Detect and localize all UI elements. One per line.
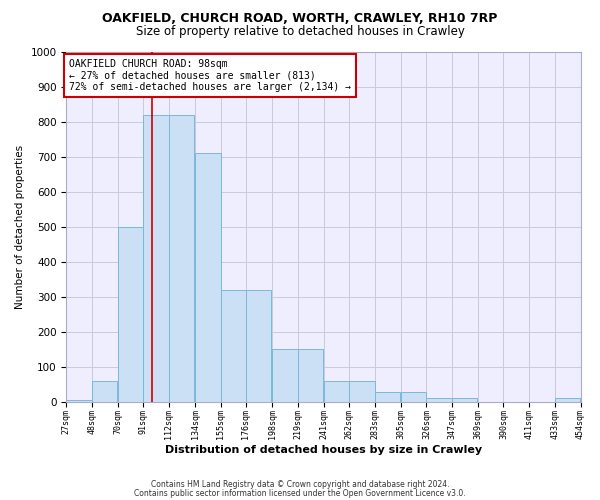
Bar bbox=[324, 381, 349, 402]
Bar bbox=[401, 392, 427, 402]
Bar bbox=[272, 350, 298, 402]
Text: Contains public sector information licensed under the Open Government Licence v3: Contains public sector information licen… bbox=[134, 488, 466, 498]
Bar bbox=[298, 350, 323, 402]
Text: OAKFIELD, CHURCH ROAD, WORTH, CRAWLEY, RH10 7RP: OAKFIELD, CHURCH ROAD, WORTH, CRAWLEY, R… bbox=[103, 12, 497, 26]
Bar bbox=[67, 400, 92, 402]
Bar bbox=[349, 381, 374, 402]
Bar bbox=[452, 398, 477, 402]
Bar bbox=[221, 290, 246, 402]
Text: Size of property relative to detached houses in Crawley: Size of property relative to detached ho… bbox=[136, 25, 464, 38]
Bar bbox=[195, 153, 221, 402]
Bar bbox=[246, 290, 271, 402]
Text: Contains HM Land Registry data © Crown copyright and database right 2024.: Contains HM Land Registry data © Crown c… bbox=[151, 480, 449, 489]
Bar bbox=[118, 226, 143, 402]
Bar bbox=[92, 381, 117, 402]
Bar bbox=[555, 398, 580, 402]
Text: OAKFIELD CHURCH ROAD: 98sqm
← 27% of detached houses are smaller (813)
72% of se: OAKFIELD CHURCH ROAD: 98sqm ← 27% of det… bbox=[69, 58, 351, 92]
Bar bbox=[427, 398, 452, 402]
X-axis label: Distribution of detached houses by size in Crawley: Distribution of detached houses by size … bbox=[165, 445, 482, 455]
Bar bbox=[143, 114, 169, 402]
Bar bbox=[374, 392, 400, 402]
Bar bbox=[169, 114, 194, 402]
Y-axis label: Number of detached properties: Number of detached properties bbox=[15, 144, 25, 308]
